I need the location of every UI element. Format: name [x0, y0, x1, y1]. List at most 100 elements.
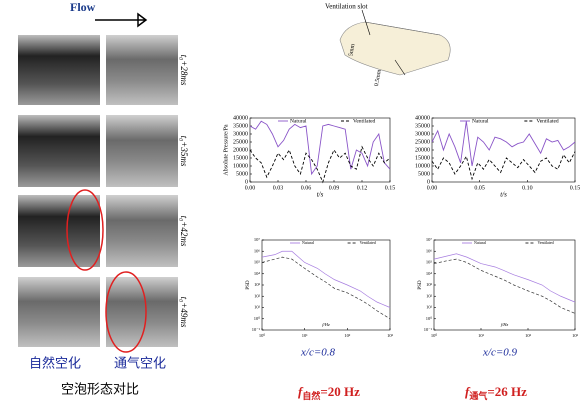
frequency-caption: f通气=26 Hz [465, 384, 527, 402]
x-axis-label: t/s [500, 191, 507, 199]
y-tick-label: 10¹ [426, 305, 433, 310]
y-tick-label: 10⁻¹ [424, 327, 433, 332]
y-tick-label: 10² [254, 293, 261, 298]
x-tick-label: 10² [344, 333, 351, 338]
series-line [261, 256, 391, 320]
y-tick-label: 15000 [233, 155, 248, 161]
x-tick-label: 0.10 [522, 185, 533, 191]
y-tick-label: 10¹ [254, 305, 261, 310]
position-caption: x/c=0.8 [300, 347, 335, 359]
y-tick-label: 10⁴ [254, 271, 261, 276]
f-symbol: f [298, 384, 304, 399]
time-label: t₀+42ms [179, 216, 189, 247]
y-tick-label: 0 [245, 179, 248, 185]
x-tick-label: 10⁰ [431, 333, 438, 338]
column-label: 自然空化 [29, 356, 81, 372]
y-tick-label: 10⁵ [254, 260, 261, 265]
y-tick-label: 5000 [418, 171, 430, 177]
diagram-label: 0.5mm [374, 69, 383, 87]
series-line [431, 121, 576, 167]
photo [18, 195, 100, 267]
flow-label: Flow [70, 0, 96, 14]
x-tick-label: 10³ [572, 333, 579, 338]
photo [18, 35, 100, 105]
column-label: 通气空化 [114, 356, 166, 372]
legend-label: Ventilated [353, 118, 376, 124]
x-tick-label: 0.06 [301, 185, 312, 191]
y-tick-label: 40000 [415, 115, 430, 121]
f-symbol: f [465, 384, 471, 399]
time-label: t₀+28ms [179, 55, 189, 86]
series-line [431, 151, 576, 181]
photo [106, 115, 178, 187]
y-tick-label: 10⁵ [426, 260, 433, 265]
y-tick-label: 30000 [415, 131, 430, 137]
legend-label: Ventilated [360, 240, 376, 245]
diagram-label: 5mm [348, 43, 356, 57]
legend-label: Ventilated [537, 240, 553, 245]
subscript: 自然 [302, 390, 320, 402]
y-tick-label: 5000 [236, 171, 248, 177]
x-tick-label: 10² [525, 333, 532, 338]
highlight-ellipse [105, 271, 147, 353]
x-tick-label: 0.05 [474, 185, 485, 191]
flow-arrow [95, 12, 148, 28]
photo [106, 35, 178, 105]
y-tick-label: 10⁰ [426, 316, 433, 321]
x-axis-label: t/s [317, 191, 324, 199]
legend-label: Natural [302, 240, 315, 245]
plot-frame [261, 239, 391, 331]
legend-label: Ventilated [536, 118, 559, 124]
y-tick-label: 10³ [426, 282, 433, 287]
frequency-caption: f自然=20 Hz [298, 384, 360, 402]
legend-label: Natural [474, 240, 487, 245]
photo [18, 115, 100, 187]
y-tick-label: 10000 [415, 163, 430, 169]
x-axis-label: f/Hz [322, 322, 330, 327]
y-tick-label: 10⁷ [254, 237, 261, 242]
y-tick-label: 20000 [415, 147, 430, 153]
x-tick-label: 0.15 [570, 185, 581, 191]
photo [18, 277, 100, 347]
y-tick-label: 35000 [233, 123, 248, 129]
series-line [433, 253, 576, 303]
y-tick-label: 10⁰ [254, 316, 261, 321]
y-tick-label: 10⁶ [426, 248, 433, 253]
y-tick-label: 10⁷ [426, 237, 433, 242]
diagram-label: Ventilation slot [325, 3, 368, 11]
freq-value: =26 Hz [487, 384, 527, 399]
position-caption: x/c=0.9 [482, 347, 517, 359]
y-tick-label: 30000 [233, 131, 248, 137]
y-tick-label: 0 [427, 179, 430, 185]
x-tick-label: 0.00 [245, 185, 256, 191]
x-tick-label: 0.09 [329, 185, 340, 191]
photo [106, 195, 178, 267]
y-tick-label: 25000 [415, 139, 430, 145]
plot-frame [433, 239, 576, 331]
y-tick-label: 10⁴ [426, 271, 433, 276]
y-axis-label: PSD [246, 280, 251, 290]
x-tick-label: 10¹ [478, 333, 485, 338]
y-tick-label: 40000 [233, 115, 248, 121]
y-tick-label: 10⁶ [254, 248, 261, 253]
x-tick-label: 0.03 [273, 185, 284, 191]
time-label: t₀+35ms [179, 136, 189, 167]
y-tick-label: 20000 [233, 147, 248, 153]
y-tick-label: 10⁻¹ [252, 327, 261, 332]
photos [18, 35, 178, 353]
x-tick-label: 10¹ [302, 333, 309, 338]
plot-frame [249, 117, 391, 183]
x-tick-label: 0.12 [357, 185, 368, 191]
time-label: t₀+49ms [179, 297, 189, 328]
left-caption: 空泡形态对比 [61, 383, 139, 398]
y-tick-label: 15000 [415, 155, 430, 161]
series-line [249, 120, 391, 176]
legend-label: Natural [290, 118, 307, 124]
ventilation-diagram [339, 9, 451, 76]
y-tick-label: 10³ [254, 282, 261, 287]
x-axis-label: f/Hz [501, 322, 509, 327]
freq-value: =20 Hz [320, 384, 360, 399]
x-tick-label: 10⁰ [259, 333, 266, 338]
